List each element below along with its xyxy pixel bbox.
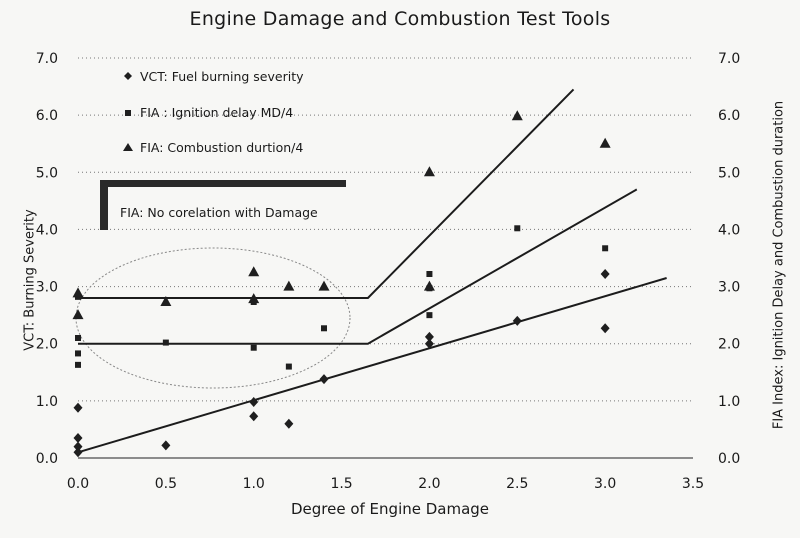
y-tick-label-left: 6.0 <box>36 108 58 124</box>
x-tick-label: 2.5 <box>506 476 528 492</box>
y-tick-label-left: 1.0 <box>36 394 58 410</box>
data-point-combustion <box>248 293 260 304</box>
y-tick-label-right: 3.0 <box>718 280 740 296</box>
data-point-vct <box>600 269 610 279</box>
data-point-combustion <box>318 280 330 291</box>
x-axis-label: Degree of Engine Damage <box>290 500 490 518</box>
x-tick-label: 1.0 <box>243 476 265 492</box>
legend-label-combustion: FIA: Combustion durtion/4 <box>140 140 303 155</box>
annotation-text: FIA: No corelation with Damage <box>120 205 318 220</box>
data-point-vct <box>319 374 329 385</box>
data-point-ignition <box>75 335 81 341</box>
y-tick-label-left: 7.0 <box>36 51 58 67</box>
trend-line <box>78 188 638 345</box>
no-correlation-region <box>75 247 351 389</box>
data-point-vct <box>249 411 259 422</box>
data-point-vct <box>512 315 522 326</box>
data-point-ignition <box>426 271 433 277</box>
x-tick-label: 1.5 <box>330 476 352 492</box>
data-point-ignition <box>75 361 81 368</box>
data-point-ignition <box>162 339 169 346</box>
data-point-vct <box>73 402 83 413</box>
data-point-combustion <box>248 266 260 277</box>
y-tick-label-right: 6.0 <box>718 108 740 124</box>
data-point-ignition <box>514 225 521 232</box>
x-tick-label: 0.0 <box>67 476 89 492</box>
data-point-ignition <box>75 350 81 357</box>
data-point-ignition <box>285 363 292 370</box>
legend-item-combustion: FIA: Combustion durtion/4 <box>123 140 303 155</box>
data-point-vct <box>73 433 83 443</box>
x-tick-label: 3.0 <box>594 476 616 492</box>
legend-item-vct: VCT: Fuel burning severity <box>124 69 304 84</box>
y-tick-label-right: 5.0 <box>718 165 740 181</box>
legend-item-ignition: FIA : Ignition delay MD/4 <box>125 105 293 120</box>
data-point-vct <box>424 338 434 349</box>
data-point-ignition <box>426 312 433 319</box>
legend-square-icon <box>125 110 131 116</box>
y-tick-label-left: 5.0 <box>36 165 58 181</box>
y-tick-label-right: 0.0 <box>718 451 740 467</box>
y-tick-label-right: 7.0 <box>718 51 740 67</box>
legend-diamond-icon <box>124 72 132 80</box>
data-point-vct <box>73 441 83 452</box>
data-point-vct <box>249 397 259 407</box>
y-tick-label-left: 0.0 <box>36 451 58 467</box>
y-tick-label-right: 1.0 <box>718 394 740 410</box>
data-point-ignition <box>321 325 327 332</box>
data-point-combustion <box>423 166 435 177</box>
annotation-bracket-side <box>100 180 108 230</box>
data-point-combustion <box>72 287 84 298</box>
trend-line <box>78 88 575 299</box>
y-tick-label-left: 2.0 <box>36 337 58 353</box>
legend-label-ignition: FIA : Ignition delay MD/4 <box>140 105 293 120</box>
trend-line <box>77 277 667 454</box>
data-point-combustion <box>160 296 172 306</box>
y-tick-label-left: 4.0 <box>36 222 58 238</box>
data-point-vct <box>161 440 171 451</box>
y-tick-label-right: 4.0 <box>718 222 740 238</box>
y-axis-label-left: VCT: Burning Severity <box>22 209 38 351</box>
data-point-combustion <box>599 137 611 148</box>
y-axis-label-right: FIA Index: Ignition Delay and Combustion… <box>771 100 787 430</box>
legend-triangle-icon <box>123 143 133 151</box>
data-point-vct <box>73 447 83 458</box>
y-tick-label-left: 3.0 <box>36 280 58 296</box>
data-point-combustion <box>283 280 295 291</box>
data-point-combustion <box>72 309 84 320</box>
y-tick-label-right: 2.0 <box>718 337 740 353</box>
data-point-vct <box>424 331 434 342</box>
annotation-bracket-top <box>100 180 346 187</box>
x-tick-label: 2.0 <box>418 476 440 492</box>
data-point-combustion <box>423 280 435 291</box>
x-tick-label: 3.5 <box>682 476 704 492</box>
data-point-ignition <box>602 245 609 252</box>
chart-title: Engine Damage and Combustion Test Tools <box>189 8 611 30</box>
x-tick-label: 0.5 <box>155 476 177 492</box>
data-point-ignition <box>250 344 257 351</box>
data-point-combustion <box>511 110 523 121</box>
data-point-vct <box>600 323 610 334</box>
legend-label-vct: VCT: Fuel burning severity <box>140 69 304 84</box>
data-point-vct <box>284 418 294 429</box>
